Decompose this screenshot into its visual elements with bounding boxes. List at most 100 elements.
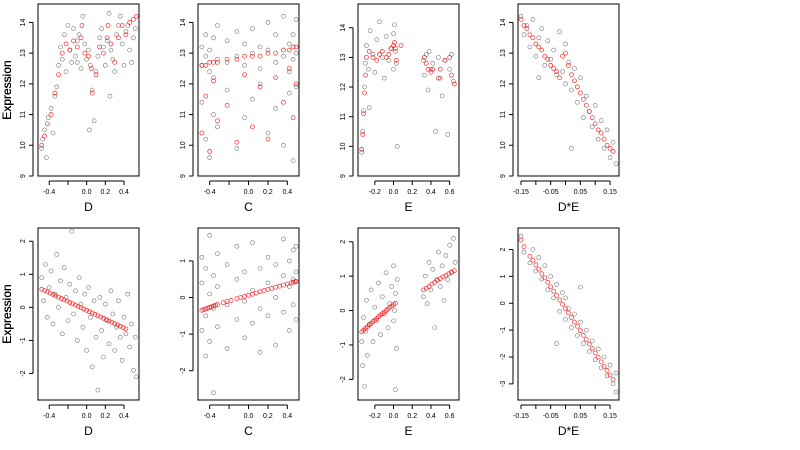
observed-point: [273, 262, 278, 267]
fitted-point: [133, 13, 139, 19]
observed-point: [86, 47, 91, 53]
y-axis-title: Expression: [0, 284, 14, 343]
x-tick-label: 0.0: [82, 413, 92, 420]
observed-point: [362, 84, 367, 90]
observed-point: [50, 321, 56, 327]
fitted-point: [601, 364, 607, 369]
observed-point: [257, 265, 263, 271]
fitted-point: [426, 284, 432, 289]
fitted-point: [286, 66, 292, 71]
observed-point: [572, 311, 577, 317]
observed-point: [367, 28, 373, 33]
plot-frame: [197, 227, 300, 401]
x-tick-label: 0.6: [445, 413, 455, 420]
y-tick-label: -1: [500, 327, 507, 333]
fitted-point: [257, 53, 263, 59]
panel-row2-col3: -0.2 0.0 0.2 0.4 0.6 E -2 -1 0 1 2 Expression: [0, 227, 460, 438]
fitted-point: [87, 309, 92, 315]
fitted-point: [81, 306, 87, 312]
observed-point: [286, 69, 292, 74]
observed-point: [607, 362, 613, 368]
observed-point: [99, 328, 104, 333]
observed-point: [54, 252, 60, 257]
fitted-point: [293, 44, 299, 50]
observed-point: [45, 315, 50, 320]
fitted-point: [545, 56, 551, 62]
observed-point: [578, 284, 583, 290]
observed-point: [60, 56, 65, 62]
fitted-point: [610, 149, 616, 154]
observed-point: [93, 334, 99, 340]
observed-point: [368, 287, 374, 293]
observed-point: [421, 58, 426, 63]
fitted-point: [39, 142, 45, 148]
observed-point: [613, 370, 619, 376]
plot-frame: [37, 3, 140, 177]
fitted-point: [79, 23, 85, 28]
x-tick-label: 0.2: [100, 189, 110, 196]
plot-frame: [37, 227, 140, 401]
observed-point: [250, 26, 255, 31]
observed-point: [61, 265, 67, 270]
fitted-point: [442, 57, 448, 63]
fitted-point: [560, 53, 565, 59]
observed-point: [211, 390, 216, 395]
fitted-point: [78, 305, 84, 311]
observed-point: [393, 387, 398, 392]
observed-point: [250, 320, 255, 326]
observed-point: [563, 295, 568, 301]
observed-point: [88, 315, 93, 320]
fitted-point: [536, 44, 542, 50]
fitted-point: [224, 102, 230, 108]
observed-point: [281, 273, 286, 278]
fitted-point: [249, 291, 255, 297]
observed-point: [108, 47, 114, 53]
y-tick-label: 12: [340, 83, 347, 91]
observed-point: [286, 328, 292, 333]
observed-point: [71, 311, 76, 317]
fitted-point: [265, 136, 271, 142]
observed-point: [101, 354, 106, 360]
fitted-point: [108, 41, 114, 47]
observed-point: [394, 277, 400, 282]
observed-point: [127, 47, 132, 53]
fitted-point: [103, 317, 109, 323]
x-axis-title: D*E: [558, 200, 579, 214]
fitted-point: [524, 26, 530, 31]
y-tick-label: 14: [500, 18, 507, 26]
observed-point: [563, 81, 568, 87]
fitted-point: [542, 53, 548, 59]
fitted-point: [566, 63, 571, 68]
fitted-point: [42, 288, 47, 293]
fitted-point: [97, 44, 103, 50]
fitted-point: [539, 271, 545, 277]
y-axis-title: Expression: [0, 60, 14, 119]
fitted-point: [601, 136, 607, 142]
y-axis-title: Expression: [0, 284, 14, 343]
observed-point: [39, 275, 45, 280]
x-tick-label: 0.4: [426, 413, 436, 420]
observed-point: [95, 387, 101, 393]
fitted-point: [281, 282, 286, 288]
fitted-point: [598, 359, 604, 365]
fitted-point: [449, 72, 454, 78]
observed-point: [370, 339, 376, 344]
fitted-point: [536, 266, 542, 272]
fitted-point: [273, 284, 279, 290]
observed-point: [385, 325, 391, 331]
fitted-point: [290, 115, 296, 121]
fitted-point: [364, 54, 369, 60]
fitted-point: [48, 112, 54, 117]
fitted-point: [542, 275, 548, 281]
observed-point: [578, 75, 583, 81]
fitted-point: [563, 50, 568, 56]
panel-row2-col4: -0.15 -0.05 0.05 0.15 D*E -3 -2 -1 0 1 2 Expression: [0, 227, 620, 438]
fitted-point: [539, 47, 545, 53]
fitted-point: [199, 130, 205, 136]
observed-point: [50, 130, 56, 136]
fitted-point: [447, 54, 453, 60]
x-tick-label: -0.05: [543, 189, 559, 196]
observed-point: [521, 32, 527, 38]
observed-point: [422, 72, 427, 78]
observed-point: [527, 260, 533, 266]
